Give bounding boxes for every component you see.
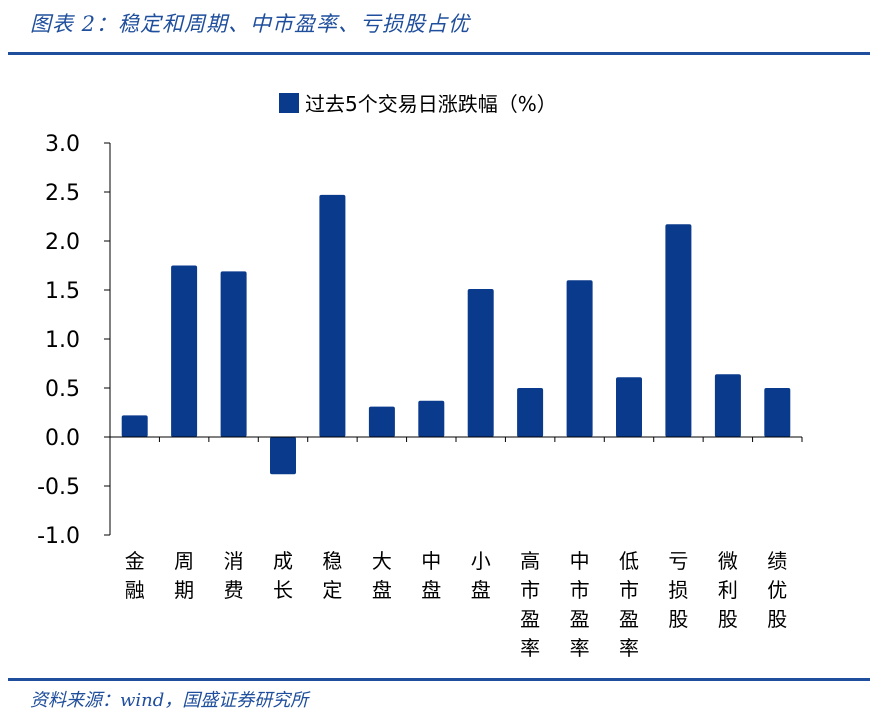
- x-category-label: 中盘: [421, 549, 441, 602]
- bar-9: [566, 280, 593, 437]
- bar-6: [418, 400, 445, 437]
- y-tick-label: 0.5: [45, 377, 80, 402]
- x-category-label: 大盘: [372, 549, 392, 602]
- bar-4: [319, 194, 346, 437]
- y-tick-label: -1.0: [37, 524, 80, 549]
- x-category-label: 稳定: [322, 549, 342, 602]
- y-tick-label: 1.0: [45, 328, 80, 353]
- y-axis-tick-labels: 3.0 2.5 2.0 1.5 1.0 0.5 0.0 -0.5 -1.0: [37, 132, 80, 549]
- x-category-label: 消费: [224, 549, 244, 602]
- x-category-label: 亏损股: [668, 549, 688, 631]
- bar-2: [220, 271, 247, 437]
- x-category-label: 小盘: [471, 549, 491, 602]
- bar-10: [616, 377, 642, 437]
- figure-title: 图表 2：稳定和周期、中市盈率、亏损股占优: [30, 12, 471, 36]
- y-tick-label: 0.0: [45, 426, 80, 451]
- x-category-label: 成长: [273, 549, 293, 602]
- bottom-rule: [8, 678, 870, 681]
- axes: [104, 142, 803, 536]
- y-tick-label: 1.5: [45, 279, 80, 304]
- bars: [121, 194, 791, 475]
- x-category-label: 绩优股: [767, 549, 787, 631]
- bar-0: [121, 415, 148, 437]
- bar-8: [517, 388, 544, 437]
- bar-7: [467, 289, 494, 437]
- top-rule: [8, 52, 870, 55]
- y-tick-label: 3.0: [45, 132, 80, 157]
- legend-swatch: [279, 93, 299, 113]
- x-category-label: 周期: [174, 549, 194, 602]
- source-note: 资料来源：wind，国盛证券研究所: [30, 690, 309, 711]
- y-tick-label: 2.5: [45, 181, 80, 206]
- bar-3: [270, 437, 296, 475]
- x-category-label: 微利股: [718, 549, 738, 631]
- bar-1: [171, 265, 198, 437]
- legend-label: 过去5个交易日涨跌幅（%）: [305, 92, 557, 116]
- y-tick-label: 2.0: [45, 230, 80, 255]
- x-category-label: 低市盈率: [619, 549, 639, 660]
- x-category-label: 高市盈率: [520, 549, 540, 660]
- y-tick-label: -0.5: [37, 475, 80, 500]
- legend: 过去5个交易日涨跌幅（%）: [279, 92, 557, 116]
- bar-11: [665, 224, 692, 437]
- bar-5: [368, 406, 395, 437]
- x-category-label: 金融: [125, 549, 145, 602]
- bar-12: [714, 374, 741, 437]
- bar-13: [764, 388, 791, 437]
- x-category-label: 中市盈率: [570, 549, 590, 660]
